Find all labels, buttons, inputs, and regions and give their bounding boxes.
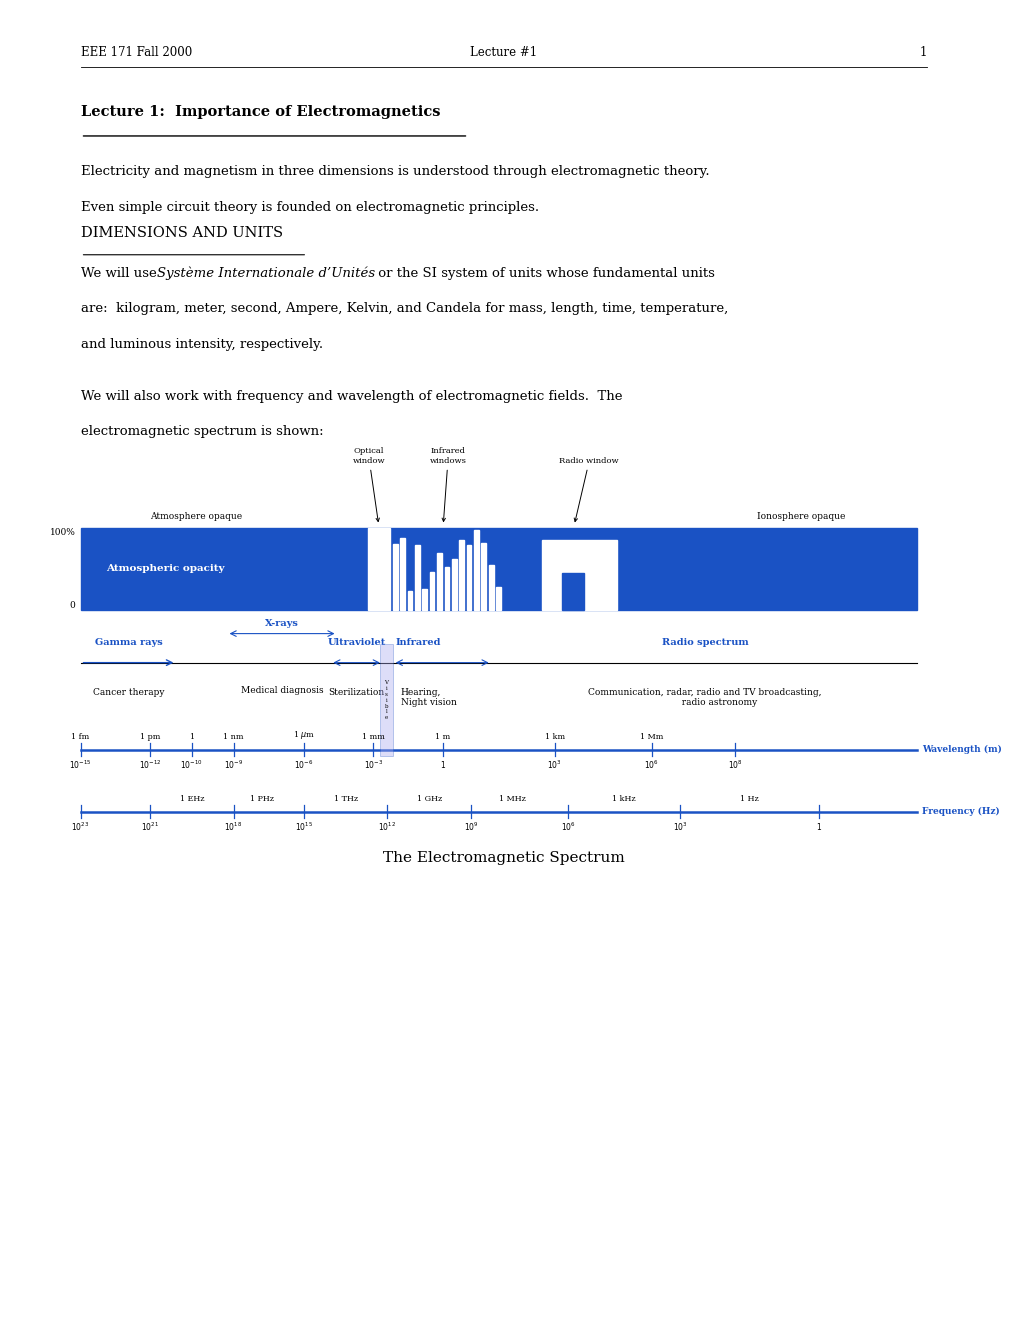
Text: Radio spectrum: Radio spectrum [661,638,748,647]
Text: $10^{-3}$: $10^{-3}$ [363,759,382,771]
Text: $10^{3}$: $10^{3}$ [547,759,561,771]
Text: Gamma rays: Gamma rays [95,638,162,647]
Text: EEE 171 Fall 2000: EEE 171 Fall 2000 [81,46,192,59]
Text: We will use: We will use [81,267,160,280]
Text: 1 THz: 1 THz [333,795,358,803]
Text: The Electromagnetic Spectrum: The Electromagnetic Spectrum [382,850,624,865]
Text: Medical diagnosis: Medical diagnosis [240,686,323,696]
Text: 1 Hz: 1 Hz [740,795,758,803]
Text: 1 PHz: 1 PHz [250,795,274,803]
Text: 1: 1 [190,733,195,741]
Text: or the SI system of units whose fundamental units: or the SI system of units whose fundamen… [373,267,714,280]
Bar [488,565,493,610]
Text: Wavelength (m): Wavelength (m) [921,746,1001,754]
Text: Lecture #1: Lecture #1 [470,46,537,59]
Text: Optical
window: Optical window [352,447,384,521]
Text: Even simple circuit theory is founded on electromagnetic principles.: Even simple circuit theory is founded on… [81,201,538,214]
Text: $10^{-15}$: $10^{-15}$ [69,759,92,771]
Text: $10^{-12}$: $10^{-12}$ [139,759,161,771]
Text: DIMENSIONS AND UNITS: DIMENSIONS AND UNITS [81,226,282,240]
Text: Sterilization: Sterilization [328,688,384,697]
Text: are:  kilogram, meter, second, Ampere, Kelvin, and Candela for mass, length, tim: are: kilogram, meter, second, Ampere, Ke… [81,302,728,315]
Text: 1 Mm: 1 Mm [639,733,662,741]
Bar [481,544,486,610]
Bar [415,545,419,610]
Text: Infrared: Infrared [395,638,441,647]
Text: and luminous intensity, respectively.: and luminous intensity, respectively. [81,338,322,351]
Bar [81,528,916,610]
Text: 1 MHz: 1 MHz [499,795,526,803]
Text: $10^{23}$: $10^{23}$ [71,821,90,833]
Bar [408,591,412,610]
Bar [379,644,392,756]
Text: Infrared
windows: Infrared windows [429,447,467,521]
Bar [437,553,441,610]
Bar [561,573,584,610]
Text: 1 GHz: 1 GHz [416,795,441,803]
Bar [541,540,616,610]
Bar [496,587,500,610]
Text: Radio window: Radio window [558,457,619,521]
Text: 1 kHz: 1 kHz [611,795,635,803]
Text: $10^{-6}$: $10^{-6}$ [293,759,313,771]
Bar [392,544,397,610]
Text: $10^{6}$: $10^{6}$ [560,821,575,833]
Text: $10^{8}$: $10^{8}$ [728,759,742,771]
Text: 1 fm: 1 fm [71,733,90,741]
Text: Système Internationale d’Unités: Système Internationale d’Unités [157,267,375,280]
Text: Atmospheric opacity: Atmospheric opacity [106,565,224,573]
Text: We will also work with frequency and wavelength of electromagnetic fields.  The: We will also work with frequency and wav… [81,389,622,403]
Text: 1 pm: 1 pm [140,733,160,741]
Text: Lecture 1:  Importance of Electromagnetics: Lecture 1: Importance of Electromagnetic… [81,104,439,119]
Bar [459,540,464,610]
Text: Ultraviolet: Ultraviolet [327,638,385,647]
Bar [429,572,434,610]
Text: $10^{3}$: $10^{3}$ [672,821,687,833]
Text: 1 mm: 1 mm [362,733,384,741]
Text: Atmosphere opaque: Atmosphere opaque [150,512,243,521]
Text: 1 m: 1 m [434,733,449,741]
Text: Hearing,
Night vision: Hearing, Night vision [400,688,457,708]
Bar [474,531,478,610]
Text: $10^{9}$: $10^{9}$ [464,821,478,833]
Bar [451,558,457,610]
Text: 0: 0 [69,601,75,610]
Text: Frequency (Hz): Frequency (Hz) [921,808,999,816]
Text: 1 $\mu$m: 1 $\mu$m [292,729,315,741]
Bar [367,528,389,610]
Text: electromagnetic spectrum is shown:: electromagnetic spectrum is shown: [81,425,323,438]
Bar [399,537,405,610]
Text: Cancer therapy: Cancer therapy [93,688,164,697]
Text: Electricity and magnetism in three dimensions is understood through electromagne: Electricity and magnetism in three dimen… [81,165,708,178]
Text: V
i
s
i
b
l
e: V i s i b l e [384,680,388,721]
Text: $10^{21}$: $10^{21}$ [141,821,159,833]
Text: $10^{6}$: $10^{6}$ [644,759,658,771]
Text: $10^{-9}$: $10^{-9}$ [224,759,243,771]
Text: 1 nm: 1 nm [223,733,244,741]
Text: 1: 1 [918,46,926,59]
Text: $1$: $1$ [439,759,445,770]
Text: Communication, radar, radio and TV broadcasting,
          radio astronomy: Communication, radar, radio and TV broad… [588,688,821,708]
Text: 100%: 100% [50,528,75,537]
Text: $10^{12}$: $10^{12}$ [378,821,396,833]
Text: X-rays: X-rays [265,619,299,628]
Text: 1 km: 1 km [544,733,565,741]
Text: $10^{-10}$: $10^{-10}$ [180,759,203,771]
Text: $10^{18}$: $10^{18}$ [224,821,243,833]
Bar [444,566,448,610]
Text: 1 EHz: 1 EHz [179,795,204,803]
Bar [467,545,471,610]
Text: Ionosphere opaque: Ionosphere opaque [756,512,844,521]
Bar [422,589,427,610]
Text: $10^{15}$: $10^{15}$ [294,821,313,833]
Text: $1$: $1$ [815,821,821,832]
